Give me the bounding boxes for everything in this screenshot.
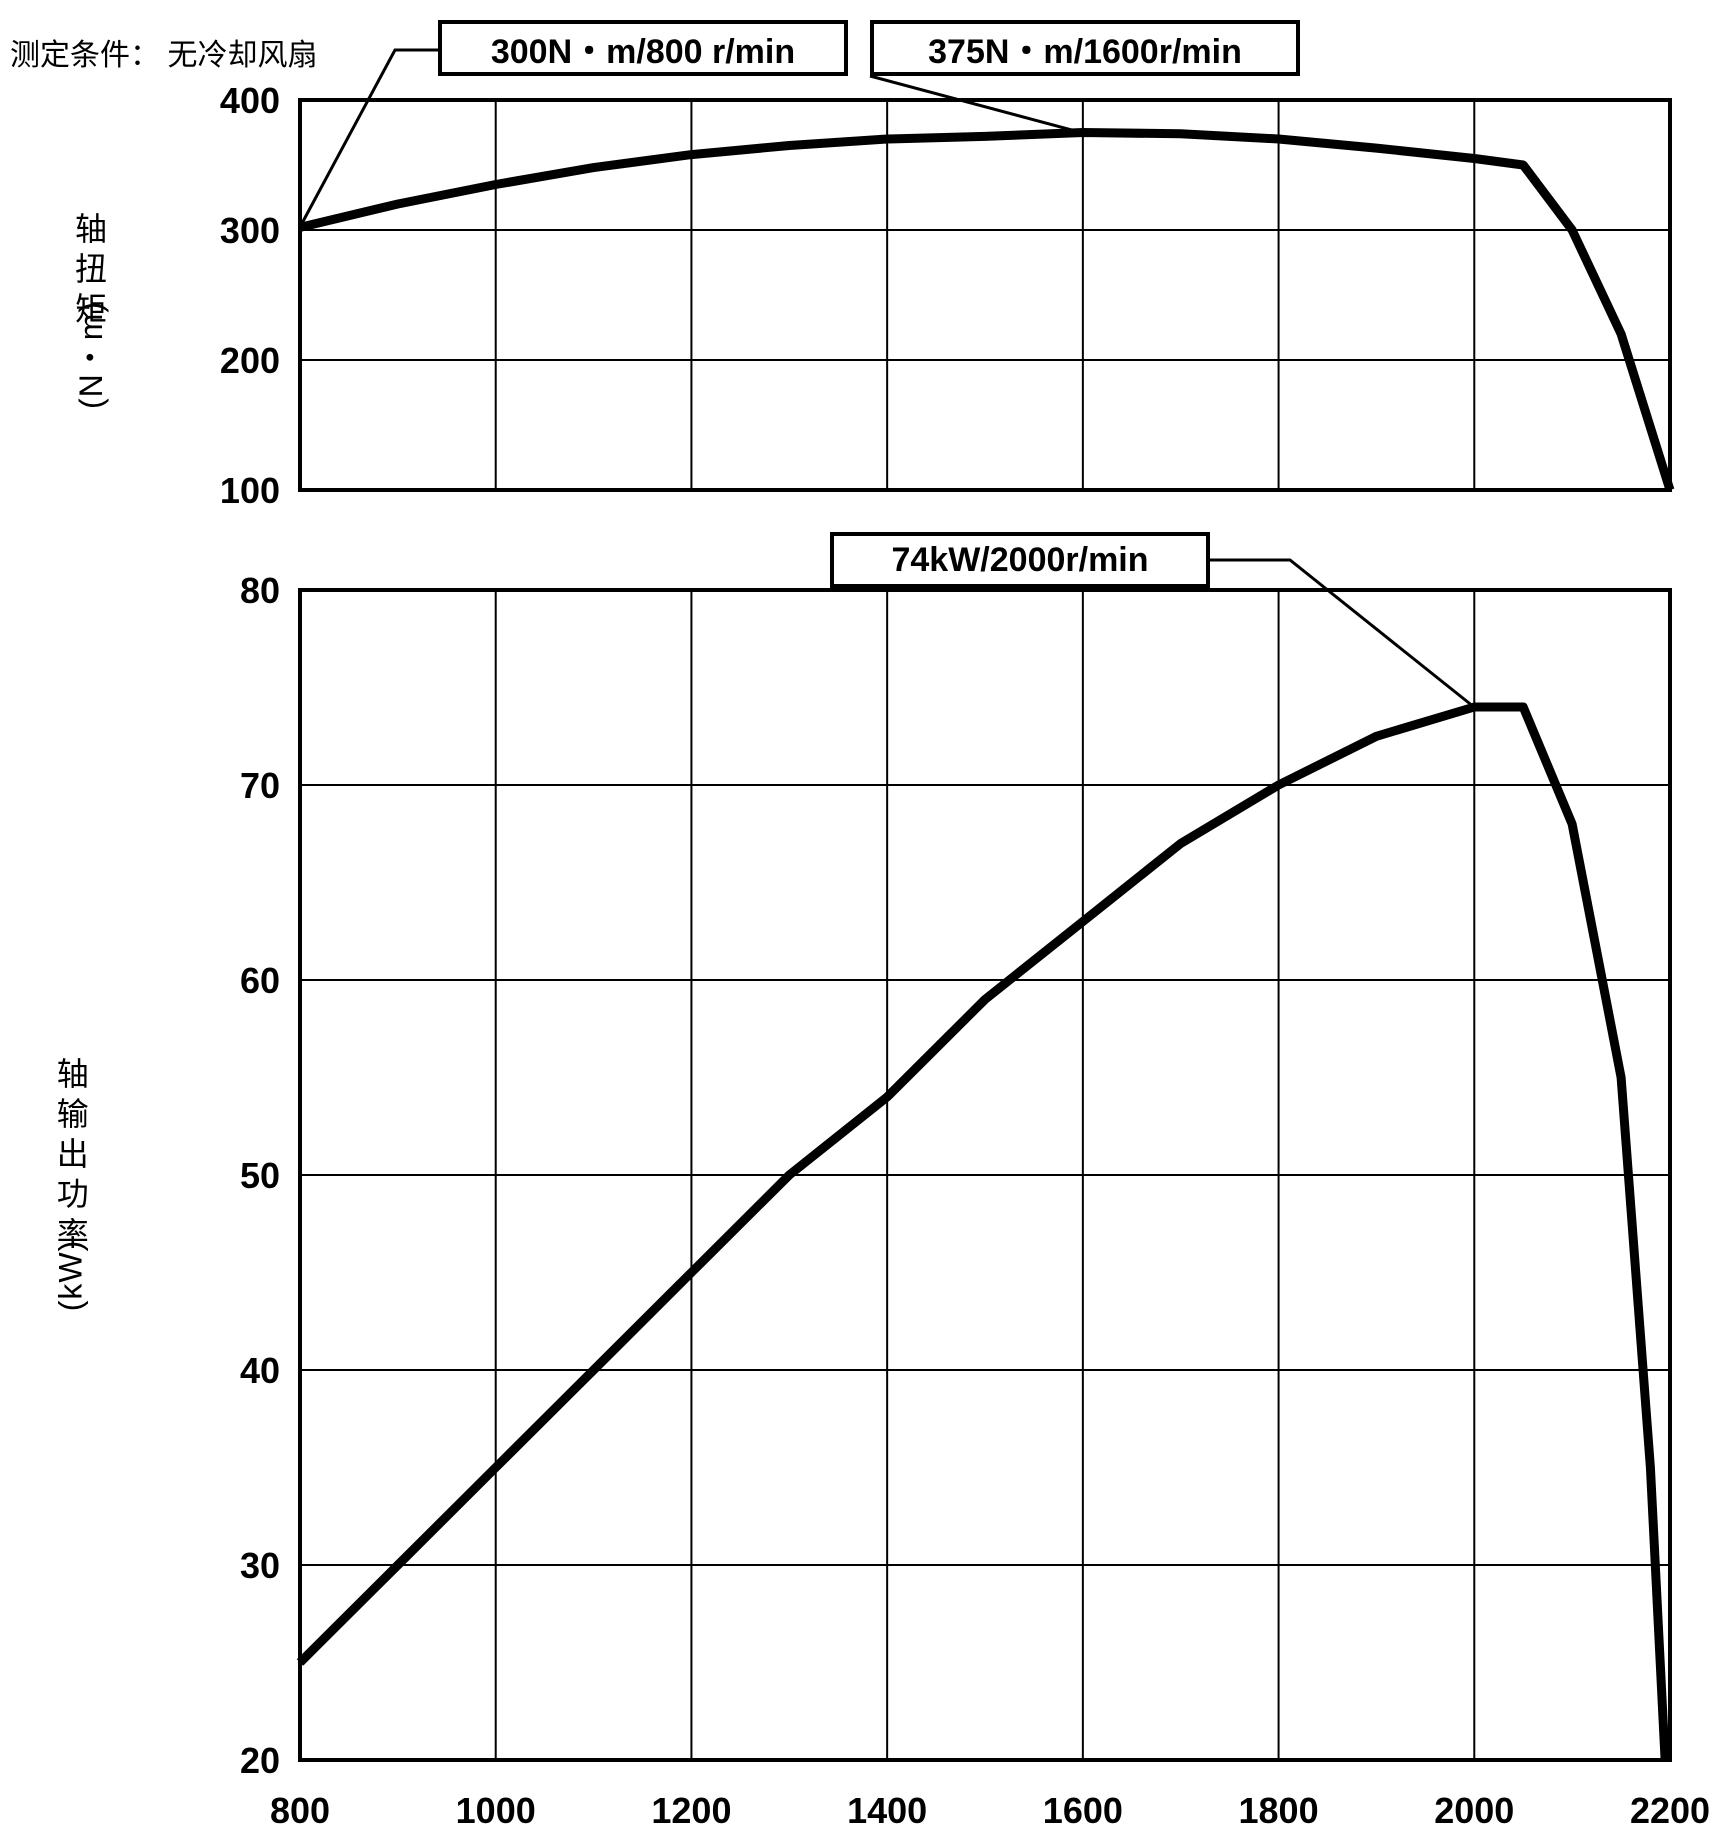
x-tick-label: 1600 [1023, 1790, 1143, 1832]
y-tick-label: 60 [180, 960, 280, 1002]
y-tick-label: 70 [180, 765, 280, 807]
power-ylabel-text: 轴输出功率 [53, 1057, 89, 1257]
x-tick-label: 1200 [631, 1790, 751, 1832]
y-tick-label: 30 [180, 1545, 280, 1587]
x-tick-label: 1000 [436, 1790, 556, 1832]
callout-power_peak: 74kW/2000r/min [830, 532, 1210, 588]
callout-torque_low: 300N・m/800 r/min [438, 20, 848, 76]
measurement-condition-label: 测定条件： 无冷却风扇 [10, 30, 318, 74]
y-tick-label: 50 [180, 1155, 280, 1197]
x-tick-label: 2000 [1414, 1790, 1534, 1832]
y-tick-label: 400 [180, 80, 280, 122]
callout-torque_peak: 375N・m/1600r/min [870, 20, 1300, 76]
x-tick-label: 1400 [827, 1790, 947, 1832]
y-tick-label: 40 [180, 1350, 280, 1392]
power-ylabel-unit: (kW) [52, 1239, 89, 1311]
y-tick-label: 200 [180, 340, 280, 382]
x-tick-label: 800 [240, 1790, 360, 1832]
y-tick-label: 80 [180, 570, 280, 612]
y-tick-label: 100 [180, 470, 280, 512]
x-tick-label: 2200 [1610, 1790, 1718, 1832]
x-tick-label: 1800 [1219, 1790, 1339, 1832]
y-tick-label: 20 [180, 1740, 280, 1782]
power-ylabel: 轴输出功率(kW) [35, 1057, 107, 1294]
torque-ylabel-unit: (N・m) [66, 301, 112, 409]
y-tick-label: 300 [180, 210, 280, 252]
torque-ylabel: 轴扭矩(N・m) [35, 212, 143, 415]
